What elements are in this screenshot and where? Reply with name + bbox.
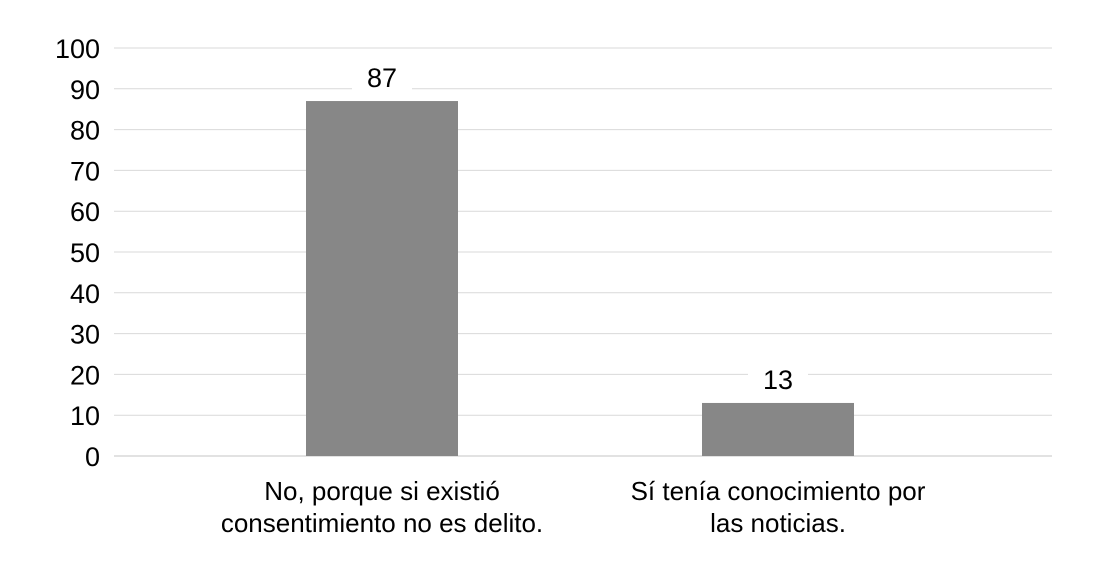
data-label-background bbox=[352, 61, 412, 92]
data-label: 13 bbox=[763, 365, 793, 395]
y-tick-label: 100 bbox=[55, 34, 100, 64]
y-tick-label: 80 bbox=[70, 116, 100, 146]
category-label: consentimiento no es delito. bbox=[221, 508, 543, 538]
y-tick-label: 60 bbox=[70, 197, 100, 227]
y-axis-tick-labels: 0 10 20 30 40 50 60 70 80 90 100 bbox=[55, 34, 100, 472]
category-label: Sí tenía conocimiento por bbox=[631, 476, 926, 506]
data-label: 87 bbox=[367, 63, 397, 93]
category-label: No, porque si existió bbox=[264, 476, 500, 506]
y-tick-label: 10 bbox=[70, 401, 100, 431]
category-label: las noticias. bbox=[710, 508, 846, 538]
y-tick-label: 30 bbox=[70, 320, 100, 350]
y-tick-label: 70 bbox=[70, 156, 100, 186]
bar bbox=[702, 402, 854, 456]
y-tick-label: 90 bbox=[70, 75, 100, 105]
bars bbox=[306, 101, 854, 456]
y-tick-label: 20 bbox=[70, 360, 100, 390]
y-tick-label: 0 bbox=[85, 442, 100, 472]
y-tick-label: 40 bbox=[70, 279, 100, 309]
bar bbox=[306, 101, 458, 456]
data-label-background bbox=[748, 362, 808, 393]
data-labels: 87 13 bbox=[352, 61, 808, 395]
gridlines bbox=[114, 47, 1052, 457]
y-tick-label: 50 bbox=[70, 238, 100, 268]
